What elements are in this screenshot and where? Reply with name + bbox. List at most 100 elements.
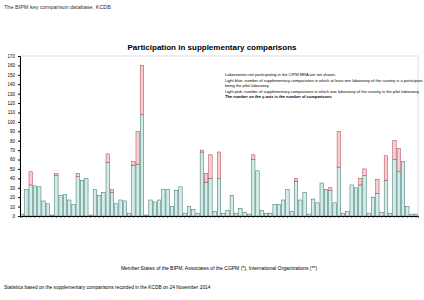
bar — [209, 178, 212, 216]
x-tick — [334, 216, 335, 218]
x-tick — [116, 216, 117, 218]
y-tick: 50 — [10, 167, 20, 172]
y-tick: 100 — [7, 120, 20, 125]
x-tick-mark — [223, 216, 224, 218]
x-tick — [171, 216, 172, 218]
x-tick-mark — [390, 216, 391, 218]
x-tick-mark — [26, 216, 27, 218]
bar — [80, 180, 83, 181]
bar — [179, 187, 182, 216]
bar — [127, 213, 130, 214]
x-tick-mark — [381, 216, 382, 218]
x-tick-mark — [347, 216, 348, 218]
x-tick-mark — [240, 216, 241, 218]
bar — [367, 213, 370, 214]
bar — [290, 211, 293, 216]
x-tick-mark — [266, 216, 267, 218]
bar — [260, 210, 263, 211]
x-tick — [219, 216, 220, 218]
x-tick — [167, 216, 168, 218]
x-tick-mark — [124, 216, 125, 218]
x-tick-mark — [167, 216, 168, 218]
bar — [209, 155, 212, 179]
x-tick — [184, 216, 185, 218]
bar — [136, 164, 139, 216]
bar — [106, 162, 109, 216]
bar — [316, 202, 319, 203]
x-tick-mark — [120, 216, 121, 218]
bar — [204, 182, 207, 216]
x-tick — [325, 216, 326, 218]
x-tick — [407, 216, 408, 218]
bar — [286, 190, 289, 216]
bar — [380, 212, 383, 216]
y-tick-mark — [18, 56, 20, 57]
y-tick: 140 — [7, 82, 20, 87]
x-tick-mark — [296, 216, 297, 218]
x-tick-mark — [304, 216, 305, 218]
bar — [371, 197, 374, 198]
bar — [132, 161, 135, 165]
bar — [55, 174, 58, 176]
x-tick — [124, 216, 125, 218]
x-axis-line — [21, 217, 419, 218]
bar — [299, 200, 302, 216]
y-tick-label: 170 — [7, 54, 15, 59]
bar — [388, 213, 391, 216]
bar — [119, 200, 122, 201]
bar — [341, 213, 344, 214]
x-tick — [278, 216, 279, 218]
bar — [273, 204, 276, 205]
x-tick — [22, 216, 23, 218]
x-tick — [137, 216, 138, 218]
x-tick — [351, 216, 352, 218]
bar — [29, 185, 32, 216]
bar — [333, 202, 336, 203]
y-tick-mark — [18, 216, 20, 217]
x-tick — [107, 216, 108, 218]
bar — [346, 211, 349, 216]
series-0 — [20, 114, 417, 216]
bar — [337, 167, 340, 216]
x-tick — [240, 216, 241, 218]
x-tick — [189, 216, 190, 218]
bar — [102, 192, 105, 216]
x-axis-title: Member States of the BIPM, Associates of… — [121, 265, 318, 271]
bar — [264, 213, 267, 214]
bar — [166, 190, 169, 216]
bar — [260, 210, 263, 216]
bar — [350, 185, 353, 216]
x-tick-mark — [231, 216, 232, 218]
x-tick — [43, 216, 44, 218]
x-tick-mark — [69, 216, 70, 218]
y-tick: 150 — [7, 73, 20, 78]
bar — [226, 210, 229, 216]
bar — [63, 194, 66, 216]
y-tick-mark — [18, 112, 20, 113]
bar — [85, 178, 88, 179]
x-tick-mark — [99, 216, 100, 218]
x-tick — [73, 216, 74, 218]
x-tick-mark — [368, 216, 369, 218]
bar — [140, 114, 143, 216]
x-tick — [206, 216, 207, 218]
x-tick — [248, 216, 249, 218]
y-tick: 70 — [10, 148, 20, 153]
bar — [97, 195, 100, 196]
x-tick — [26, 216, 27, 218]
x-tick-mark — [227, 216, 228, 218]
y-tick: 0 — [12, 214, 20, 219]
x-tick — [287, 216, 288, 218]
bar — [115, 204, 118, 216]
bar — [324, 190, 327, 216]
x-tick — [60, 216, 61, 218]
x-tick — [283, 216, 284, 218]
x-tick-mark — [56, 216, 57, 218]
bar — [179, 186, 182, 187]
x-tick — [236, 216, 237, 218]
y-tick-label: 80 — [10, 139, 16, 144]
x-tick-mark — [270, 216, 271, 218]
bar — [414, 214, 417, 215]
x-tick-mark — [257, 216, 258, 218]
x-tick-mark — [34, 216, 35, 218]
